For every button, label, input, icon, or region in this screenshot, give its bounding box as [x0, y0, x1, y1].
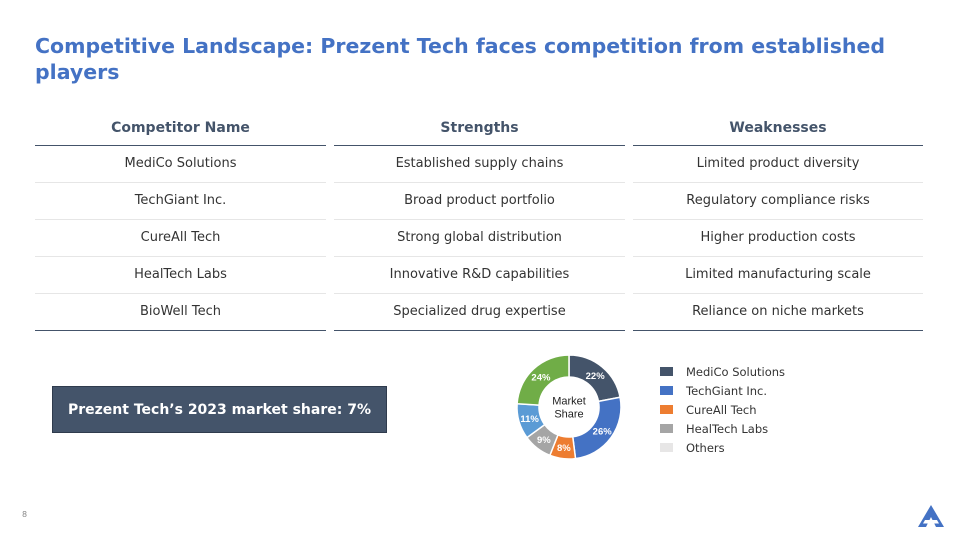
legend-swatch: [660, 424, 673, 433]
donut-slice: [516, 354, 570, 406]
legend-label: MediCo Solutions: [686, 364, 786, 379]
table-cell-strength: Specialized drug expertise: [334, 294, 625, 331]
prezent-logo-icon: [918, 505, 944, 527]
slice-data-label: 9%: [537, 435, 551, 446]
chart-legend: MediCo Solutions TechGiant Inc. CureAll …: [660, 362, 785, 457]
legend-item: HealTech Labs: [660, 419, 785, 438]
table-cell-strength: Broad product portfolio: [334, 183, 625, 220]
donut-center-label: Share: [554, 409, 583, 421]
table-cell-competitor: MediCo Solutions: [35, 146, 326, 183]
legend-label: HealTech Labs: [686, 421, 769, 436]
legend-item: CureAll Tech: [660, 400, 785, 419]
legend-label: CureAll Tech: [686, 402, 757, 417]
page-number: 8: [22, 510, 28, 519]
table-cell-weakness: Limited manufacturing scale: [633, 257, 923, 294]
slice-data-label: 26%: [593, 427, 613, 438]
legend-label: TechGiant Inc.: [686, 383, 768, 398]
slice-data-label: 22%: [586, 371, 606, 382]
column-header-strengths: Strengths: [334, 112, 625, 146]
table-cell-weakness: Regulatory compliance risks: [633, 183, 923, 220]
slice-data-label: 11%: [520, 414, 539, 425]
table-cell-weakness: Higher production costs: [633, 220, 923, 257]
table-cell-competitor: TechGiant Inc.: [35, 183, 326, 220]
legend-label: Others: [686, 440, 725, 455]
table-column-weaknesses: Weaknesses Limited product diversity Reg…: [633, 112, 923, 331]
slide-title: Competitive Landscape: Prezent Tech face…: [35, 34, 886, 84]
legend-swatch: [660, 367, 673, 376]
legend-item: Others: [660, 438, 785, 457]
table-column-competitor: Competitor Name MediCo Solutions TechGia…: [35, 112, 326, 331]
legend-item: TechGiant Inc.: [660, 381, 785, 400]
legend-item: MediCo Solutions: [660, 362, 785, 381]
table-cell-competitor: HealTech Labs: [35, 257, 326, 294]
table-cell-weakness: Reliance on niche markets: [633, 294, 923, 331]
slice-data-label: 24%: [531, 373, 551, 384]
legend-swatch: [660, 386, 673, 395]
table-cell-weakness: Limited product diversity: [633, 146, 923, 183]
donut-center-label: Market: [552, 396, 586, 408]
table-cell-strength: Innovative R&D capabilities: [334, 257, 625, 294]
legend-swatch: [660, 405, 673, 414]
table-cell-competitor: CureAll Tech: [35, 220, 326, 257]
table-cell-competitor: BioWell Tech: [35, 294, 326, 331]
table-cell-strength: Established supply chains: [334, 146, 625, 183]
table-column-strengths: Strengths Established supply chains Broa…: [334, 112, 625, 331]
legend-swatch: [660, 443, 673, 452]
market-share-callout-text: Prezent Tech’s 2023 market share: 7%: [68, 401, 371, 418]
market-share-callout: Prezent Tech’s 2023 market share: 7%: [52, 386, 387, 433]
column-header-competitor-name: Competitor Name: [35, 112, 326, 146]
slice-data-label: 8%: [557, 443, 571, 454]
column-header-weaknesses: Weaknesses: [633, 112, 923, 146]
table-cell-strength: Strong global distribution: [334, 220, 625, 257]
